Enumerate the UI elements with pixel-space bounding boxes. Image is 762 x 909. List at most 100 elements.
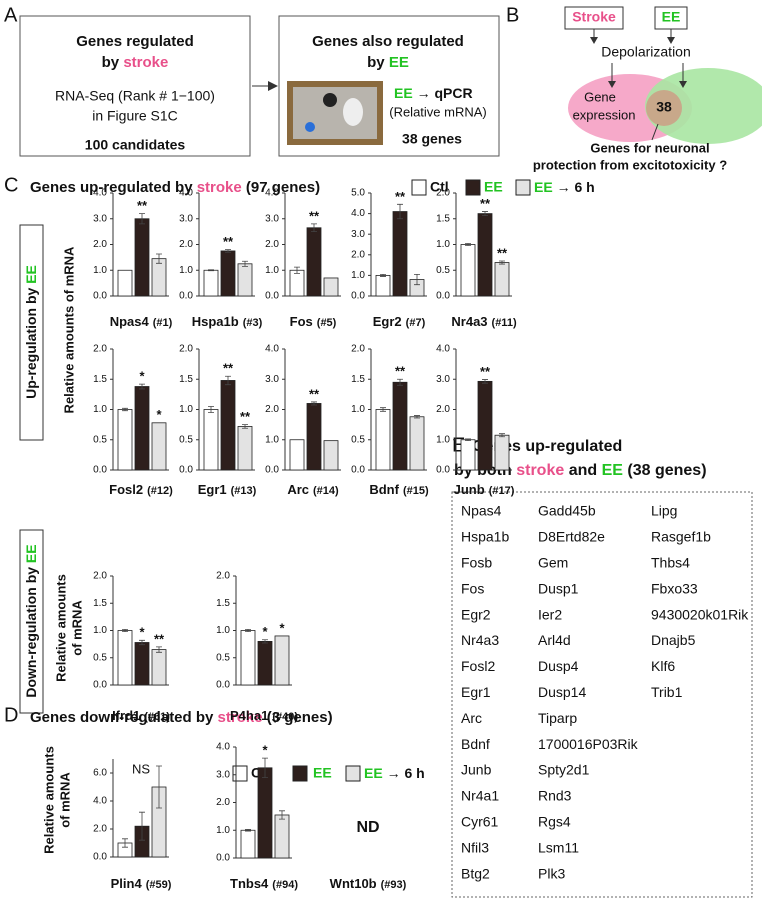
- y-tick-label: 0.0: [179, 291, 193, 302]
- venn-overlap: [646, 90, 682, 126]
- y-tick-label: 2.0: [265, 404, 279, 415]
- gene-name: Nfil3: [461, 839, 489, 855]
- text: Junb: [454, 482, 485, 497]
- text: (#59): [146, 879, 172, 891]
- gene-name: Egr1: [461, 684, 491, 700]
- error-bar: [122, 407, 128, 412]
- nd-note: ND: [356, 819, 379, 836]
- y-tick-label: 0.0: [351, 465, 365, 476]
- error-bar: [242, 260, 248, 267]
- side-label: Down-regulation by EE: [23, 544, 39, 697]
- gene-name: Npas4: [461, 503, 502, 519]
- y-tick-label: 2.0: [93, 239, 107, 250]
- y-axis-label: Relative amounts of mRNA: [61, 246, 76, 413]
- y-tick-label: 1.0: [436, 434, 450, 445]
- error-bar: [139, 811, 145, 841]
- gene-name: Gadd45b: [538, 503, 596, 519]
- gene-name: Dusp14: [538, 684, 586, 700]
- pointer: [651, 123, 659, 141]
- gene-name: D8Ertd82e: [538, 529, 605, 545]
- y-tick-label: 0.0: [265, 465, 279, 476]
- y-tick-label: 4.0: [216, 742, 230, 753]
- y-tick-label: 2.0: [179, 239, 193, 250]
- text: (97 genes): [242, 179, 320, 196]
- text: and: [564, 462, 601, 479]
- label: Depolarization: [601, 44, 691, 60]
- text: EE: [389, 54, 409, 71]
- significance: **: [223, 361, 234, 376]
- text: (#94): [272, 879, 298, 891]
- bar: [477, 213, 493, 297]
- text: Egr1: [198, 482, 227, 497]
- gene-name: Fosb: [461, 555, 492, 571]
- gene-name: Trib1: [651, 684, 683, 700]
- y-tick-label: 2.0: [351, 249, 365, 260]
- y-tick-label: 4.0: [265, 188, 279, 199]
- bar: [460, 244, 476, 297]
- error-bar: [156, 646, 162, 653]
- y-tick-label: 4.0: [436, 344, 450, 355]
- legend-label: Ctl: [430, 179, 449, 195]
- y-tick-label: 1.5: [179, 374, 193, 385]
- side-box: [19, 529, 44, 714]
- y-tick-label: 4.0: [265, 344, 279, 355]
- box-text: in Figure S1C: [92, 108, 178, 124]
- error-bar: [482, 211, 488, 217]
- label: 38: [656, 99, 672, 115]
- y-tick-label: 3.0: [265, 374, 279, 385]
- significance: **: [395, 364, 406, 379]
- chart-title: Wnt10b (#93): [330, 876, 407, 891]
- photo: [305, 122, 315, 132]
- y-tick-label: 0.0: [436, 291, 450, 302]
- text: stroke: [123, 54, 168, 71]
- gene-name: Egr2: [461, 606, 491, 622]
- y-tick-label: 1.0: [179, 404, 193, 415]
- y-tick-label: 0.5: [179, 434, 193, 445]
- bar: [237, 263, 253, 297]
- error-bar: [225, 249, 231, 253]
- side-box: [19, 224, 44, 441]
- chart-title: Nr4a3 (#11): [451, 314, 517, 329]
- y-tick-label: 1.0: [93, 265, 107, 276]
- text: → qPCR: [413, 85, 473, 101]
- text: Plin4: [111, 876, 143, 891]
- text: EE: [23, 265, 39, 284]
- y-tick-label: 1.0: [93, 625, 107, 636]
- bar: [220, 250, 236, 297]
- y-tick-label: 0.0: [93, 465, 107, 476]
- text: Wnt10b: [330, 876, 377, 891]
- panel-title: Genes down-regulated by stroke (3 genes): [30, 709, 333, 726]
- panel-letter: C: [4, 174, 18, 196]
- chart-title: Plin4 (#59): [111, 876, 172, 891]
- y-axis-label: of mRNA: [57, 772, 72, 828]
- text: (#3): [243, 317, 263, 329]
- significance: *: [279, 620, 285, 635]
- y-tick-label: 3.0: [179, 213, 193, 224]
- legend-label: EE → 6 h: [534, 179, 595, 195]
- text: stroke: [197, 179, 242, 196]
- text: Npas4: [110, 314, 150, 329]
- text: by: [367, 54, 389, 71]
- legend-label: EE: [484, 179, 503, 195]
- significance: *: [262, 624, 268, 639]
- text: (38 genes): [623, 462, 707, 479]
- chart-title: Hspa1b (#3): [192, 314, 263, 329]
- bar: [460, 439, 476, 471]
- panel-letter: A: [4, 4, 18, 26]
- error-bar: [311, 223, 317, 233]
- y-tick-label: 1.0: [351, 404, 365, 415]
- gene-name: Plk3: [538, 865, 565, 881]
- text: (#5): [317, 317, 337, 329]
- label: Gene: [584, 89, 616, 104]
- photo: [343, 98, 363, 126]
- bar: [323, 277, 339, 297]
- panel-letter: B: [506, 4, 519, 26]
- bar: [289, 439, 305, 471]
- box-title: Genes also regulated: [312, 33, 464, 50]
- gene-name: Rgs4: [538, 814, 571, 830]
- y-tick-label: 0.0: [93, 291, 107, 302]
- bar: [220, 380, 236, 471]
- label: expression: [573, 107, 636, 122]
- text: (#1): [153, 317, 173, 329]
- bar: [274, 814, 290, 859]
